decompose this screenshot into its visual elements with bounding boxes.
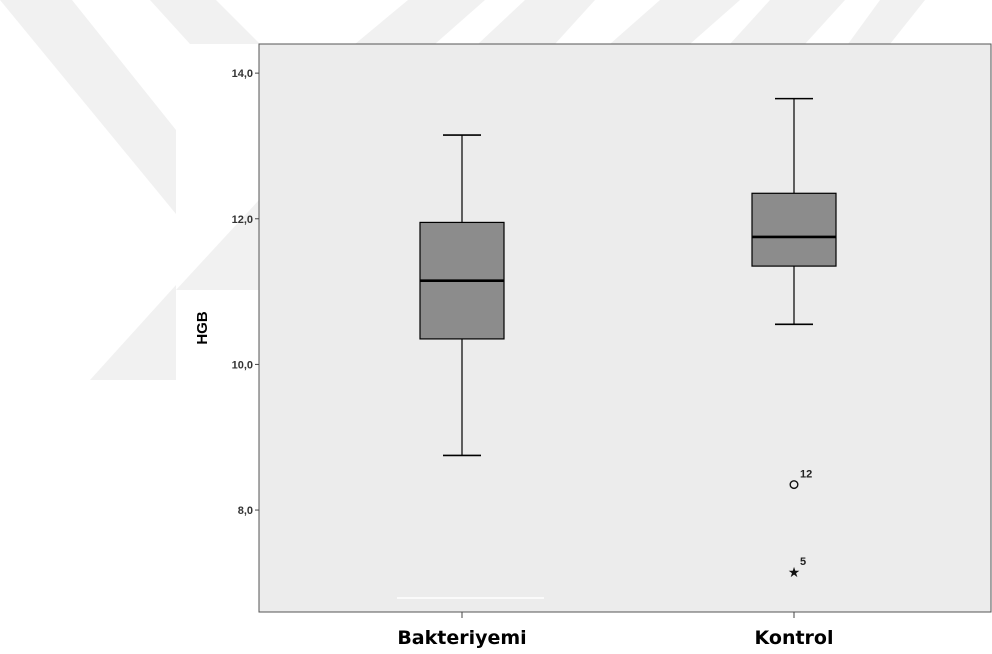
y-axis: 8,0 10,0 12,0 14,0: [232, 68, 259, 517]
y-tick-label: 8,0: [238, 505, 253, 517]
watermark-band: [478, 0, 595, 44]
y-axis-title: HGB: [194, 311, 211, 345]
watermark-band: [176, 200, 259, 290]
outlier-star: ★: [788, 565, 801, 581]
watermark-band: [848, 0, 925, 44]
y-tick-label: 12,0: [232, 214, 253, 226]
outlier-label: 5: [800, 556, 806, 568]
iqr-box: [751, 192, 837, 267]
box-bakteriyemi: [419, 134, 505, 457]
outlier-label: 12: [800, 469, 812, 481]
x-category-label: Bakteriyemi: [397, 627, 526, 649]
boxes: 12 ★5: [419, 97, 837, 581]
watermark-band: [150, 0, 260, 44]
plot-area: [258, 43, 992, 613]
y-tick-label: 10,0: [232, 359, 253, 371]
watermark-band: [0, 0, 176, 214]
watermark-band: [90, 285, 176, 380]
y-tick-label: 14,0: [232, 68, 253, 80]
outlier-circle: [789, 480, 799, 490]
watermark-band: [610, 0, 740, 44]
watermark: [0, 0, 925, 380]
box-kontrol: 12 ★5: [751, 97, 837, 581]
x-axis: Bakteriyemi Kontrol: [397, 597, 834, 649]
watermark-band: [730, 0, 845, 44]
x-category-label: Kontrol: [755, 627, 834, 649]
watermark-band: [355, 0, 485, 44]
